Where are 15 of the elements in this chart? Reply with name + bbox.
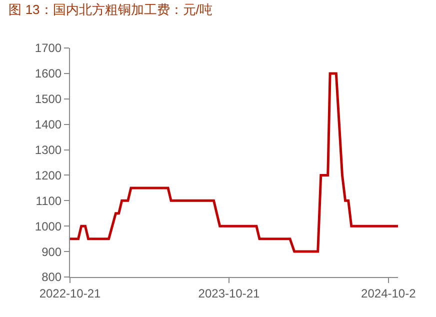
y-tick-label: 1300 — [34, 142, 62, 157]
x-tick-label: 2023-10-21 — [198, 286, 260, 300]
y-tick-label: 1200 — [34, 168, 62, 182]
y-tick-label: 1100 — [36, 194, 62, 208]
y-tick-label: 1400 — [34, 118, 62, 132]
y-tick-label: 1500 — [34, 92, 62, 106]
x-tick-label: 2022-10-21 — [39, 286, 102, 300]
y-tick-label: 1700 — [34, 41, 62, 56]
y-tick-label: 1600 — [34, 66, 62, 81]
x-tick-label: 2024-10-2 — [361, 286, 416, 300]
y-tick-label: 900 — [42, 244, 62, 259]
chart-title: 图 13：国内北方粗铜加工费：元/吨 — [8, 2, 212, 17]
y-tick-label: 1000 — [34, 219, 62, 234]
y-tick-label: 800 — [42, 270, 62, 284]
line-series — [70, 72, 398, 253]
